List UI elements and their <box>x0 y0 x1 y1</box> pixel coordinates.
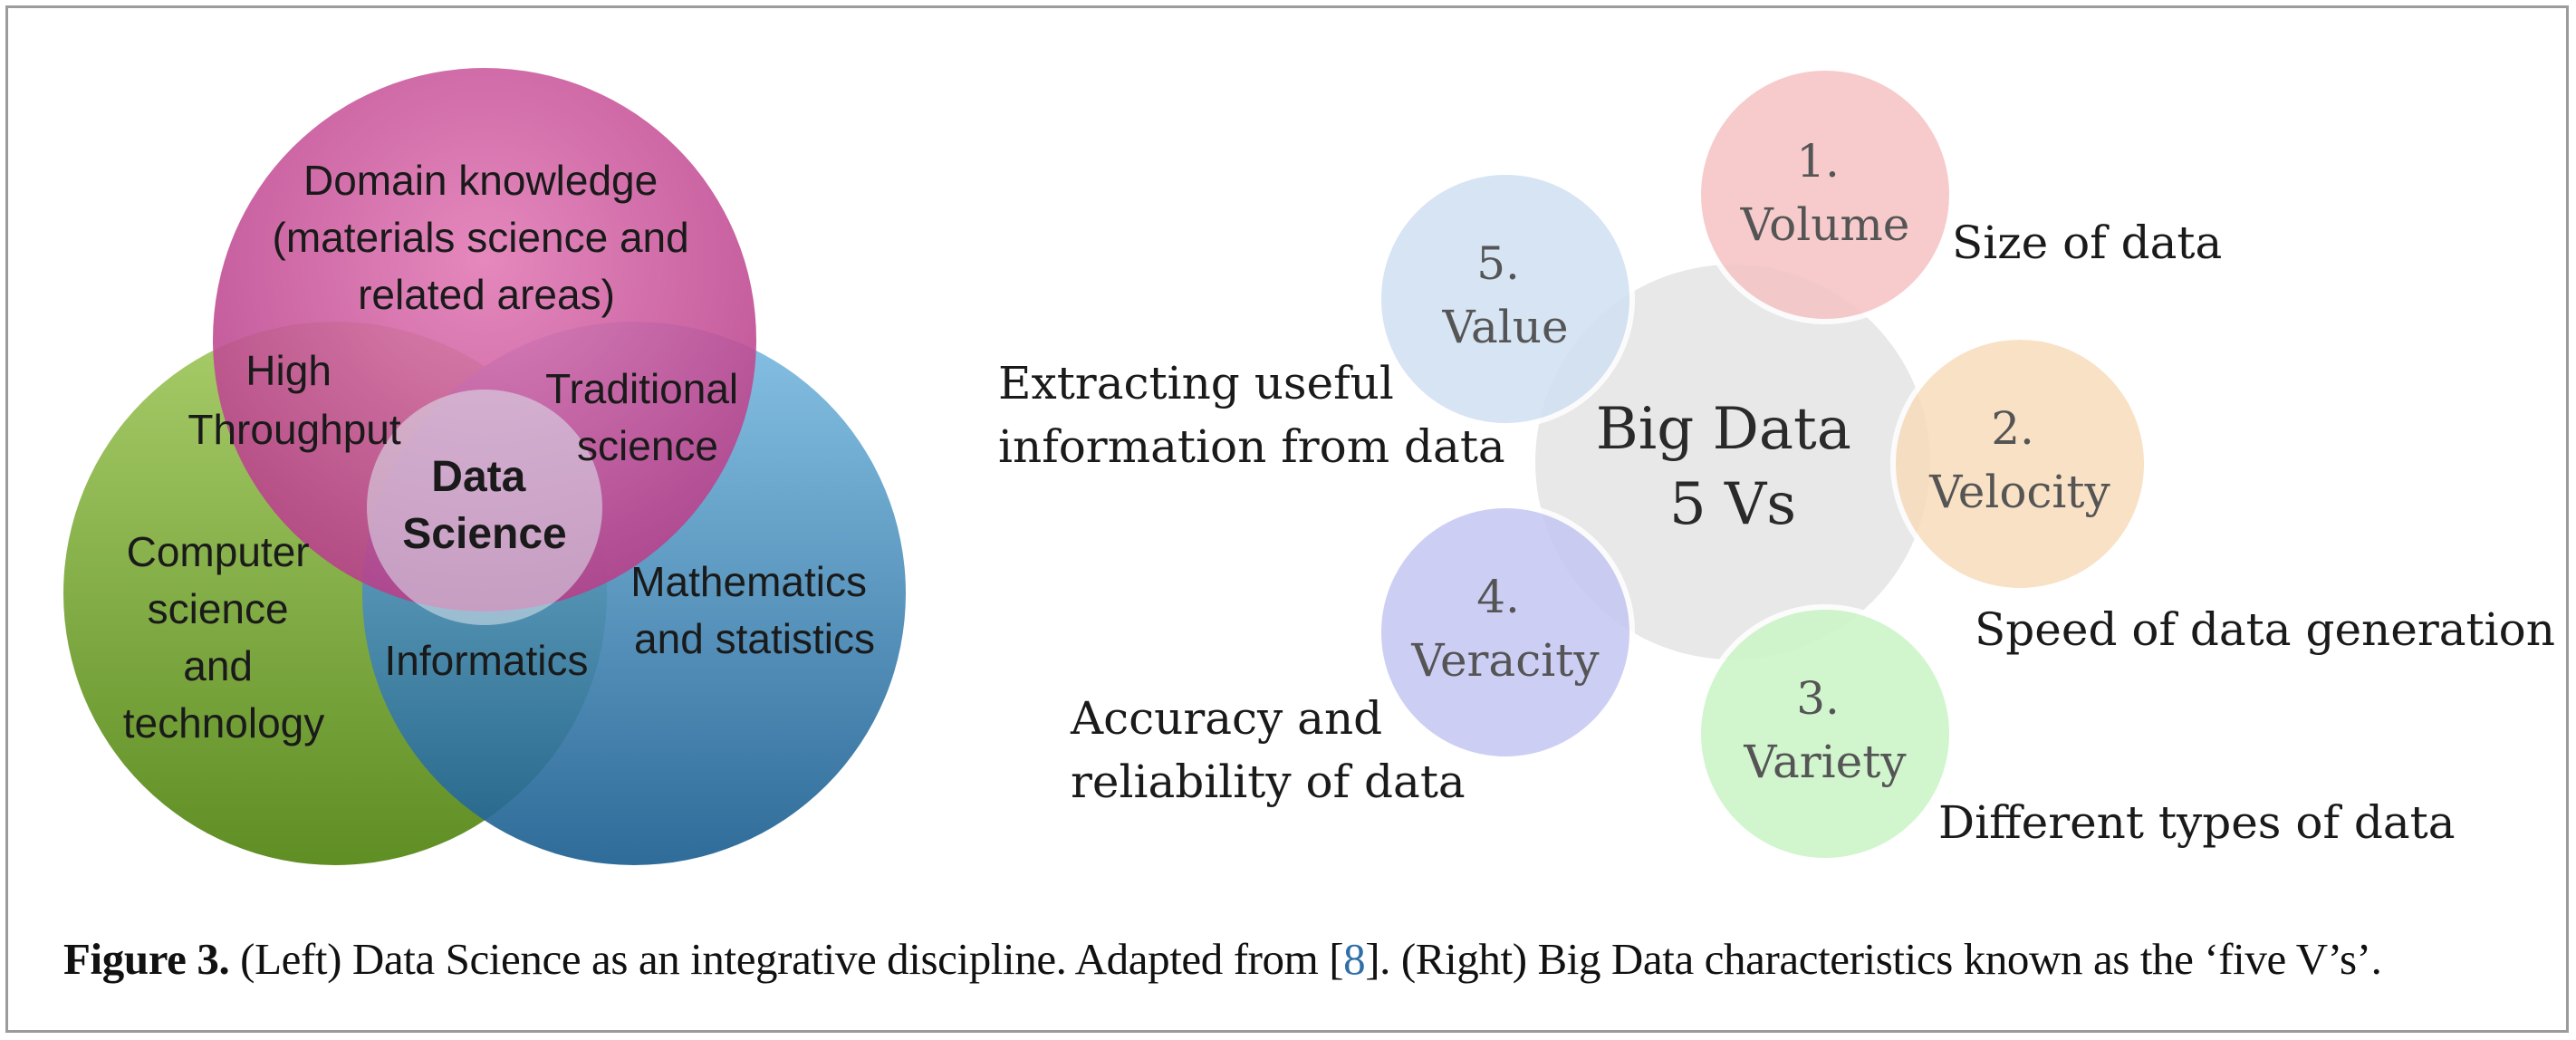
variety-description: Different types of data <box>1938 796 2456 849</box>
informatics-label: Informatics <box>385 637 589 684</box>
volume-description: Size of data <box>1952 217 2222 269</box>
mathematics-statistics-label: Mathematics and statistics <box>630 558 879 662</box>
computer-science-label: Computer science and technology <box>123 528 325 746</box>
venn-diagram: Domain knowledge (materials science and … <box>63 68 906 865</box>
big-data-diagram: Big Data 5 Vs 1. Volume 2. Velocity 3. V… <box>998 65 2555 863</box>
center-highlight <box>367 390 602 625</box>
velocity-circle <box>1890 334 2149 593</box>
value-circle <box>1376 169 1635 429</box>
volume-circle <box>1696 65 1955 324</box>
volume-label: 1. Volume <box>1740 135 1910 251</box>
high-throughput-label: High Throughput <box>187 347 400 453</box>
velocity-description: Speed of data generation <box>1975 603 2555 656</box>
variety-circle <box>1696 604 1955 863</box>
veracity-description: Accuracy and reliability of data <box>1070 692 1466 808</box>
variety-label: 3. Variety <box>1743 672 1907 788</box>
domain-knowledge-circle <box>213 68 756 611</box>
traditional-science-label: Traditional science <box>545 365 750 469</box>
data-science-label: Data Science <box>402 453 566 558</box>
veracity-circle <box>1376 503 1635 762</box>
velocity-label: 2. Velocity <box>1928 402 2110 518</box>
big-data-center-circle <box>1535 265 1930 660</box>
figure-caption: Figure 3. (Left) Data Science as an inte… <box>63 933 2527 985</box>
value-description: Extracting useful information from data <box>998 357 1505 473</box>
big-data-center-label: Big Data 5 Vs <box>1596 396 1870 538</box>
caption-text-after: ]. (Right) Big Data characteristics know… <box>1365 934 2382 984</box>
domain-knowledge-label: Domain knowledge (materials science and … <box>273 157 701 318</box>
figure-label: Figure 3. <box>63 934 230 984</box>
citation-link[interactable]: 8 <box>1343 934 1366 984</box>
caption-text-before: (Left) Data Science as an integrative di… <box>229 934 1344 984</box>
value-label: 5. Value <box>1441 237 1568 353</box>
veracity-label: 4. Veracity <box>1410 571 1600 687</box>
